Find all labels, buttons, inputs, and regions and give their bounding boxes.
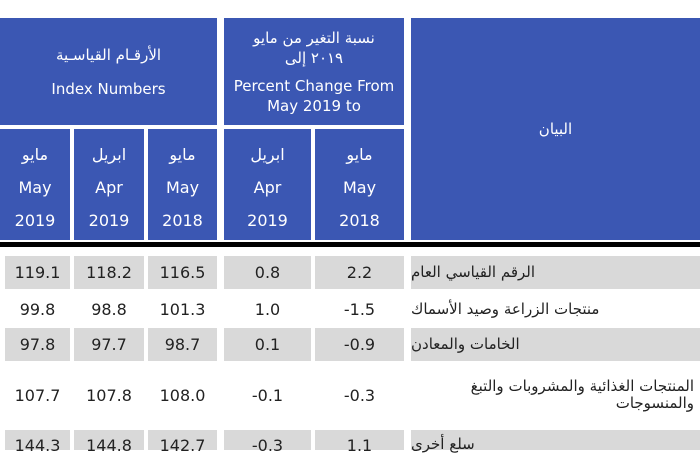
row-5-col-4: -0.3 (224, 430, 311, 455)
row-1-col-3: 116.5 (148, 256, 217, 289)
col-3-ar: مايو (169, 145, 196, 164)
col-1-year: 2019 (14, 211, 56, 230)
subheader-col-2: ابريل Apr 2019 (74, 129, 144, 240)
pct-change-ar-1: نسبة التغير من مايو (253, 28, 375, 47)
row-3-label: الخامات والمعادن (411, 328, 700, 361)
row-3-col-1: 97.8 (5, 328, 70, 361)
item-label: البيان (538, 120, 573, 138)
row-2-col-5: -1.5 (343, 299, 376, 319)
col-2-ar: ابريل (91, 145, 127, 164)
col-1-en: May (18, 178, 52, 197)
row-5-col-1: 144.3 (5, 430, 70, 455)
subheader-col-1: مايو May 2019 (0, 129, 70, 240)
col-2-en: Apr (95, 178, 123, 197)
index-numbers-ar: الأرقـام القياسـية (55, 45, 162, 64)
col-2-year: 2019 (88, 211, 130, 230)
col-1-ar: مايو (21, 145, 49, 164)
row-2-col-2: 98.8 (91, 299, 127, 319)
col-4-ar: ابريل (250, 145, 285, 164)
index-numbers-en: Index Numbers (51, 79, 166, 98)
percent-change-header: نسبة التغير من مايو ٢٠١٩ إلى Percent Cha… (224, 18, 404, 125)
row-2-label: منتجات الزراعة وصيد الأسماك (411, 299, 600, 318)
pct-change-en-2: May 2019 to (267, 96, 361, 115)
row-4-col-1: 107.7 (14, 385, 61, 405)
subheader-col-5: مايو May 2018 (315, 129, 404, 240)
col-5-en: May (342, 178, 377, 197)
pct-change-ar-2: ٢٠١٩ إلى (284, 48, 344, 67)
pct-change-en-1: Percent Change From (233, 76, 395, 95)
header-separator (0, 242, 700, 247)
col-3-year: 2018 (162, 211, 203, 230)
index-numbers-header: الأرقـام القياسـية Index Numbers (0, 18, 217, 125)
row-1-col-4: 0.8 (224, 256, 311, 289)
row-3-col-5: -0.9 (315, 328, 404, 361)
row-2-col-1: 99.8 (19, 299, 56, 319)
col-5-year: 2018 (339, 211, 380, 230)
row-1-label: الرقم القياسي العام (411, 256, 700, 289)
col-5-ar: مايو (346, 145, 373, 164)
row-3-col-4: 0.1 (224, 328, 311, 361)
row-4-label: المنتجات الغذائية والمشروبات والتبغ والم… (470, 377, 694, 412)
row-5-label: سلع أخرى (411, 430, 700, 453)
row-2-col-3: 101.3 (159, 299, 206, 319)
row-5-col-5: 1.1 (315, 430, 404, 455)
row-4-col-2: 107.8 (86, 385, 132, 405)
row-2-col-4: 1.0 (254, 299, 281, 319)
col-4-year: 2019 (247, 211, 288, 230)
row-5-col-3: 142.7 (148, 430, 217, 455)
row-3-col-2: 97.7 (74, 328, 144, 361)
row-5-col-2: 144.8 (74, 430, 144, 455)
row-3-col-3: 98.7 (148, 328, 217, 361)
row-1-col-2: 118.2 (74, 256, 144, 289)
row-1-col-5: 2.2 (315, 256, 404, 289)
col-3-en: May (165, 178, 200, 197)
row-4-col-5: -0.3 (343, 385, 376, 405)
col-4-en: Apr (253, 178, 282, 197)
row-1-col-1: 119.1 (5, 256, 70, 289)
row-4-col-3: 108.0 (159, 385, 206, 405)
item-header: البيان (411, 18, 700, 240)
subheader-col-3: مايو May 2018 (148, 129, 217, 240)
row-4-col-4: -0.1 (251, 385, 284, 405)
subheader-col-4: ابريل Apr 2019 (224, 129, 311, 240)
